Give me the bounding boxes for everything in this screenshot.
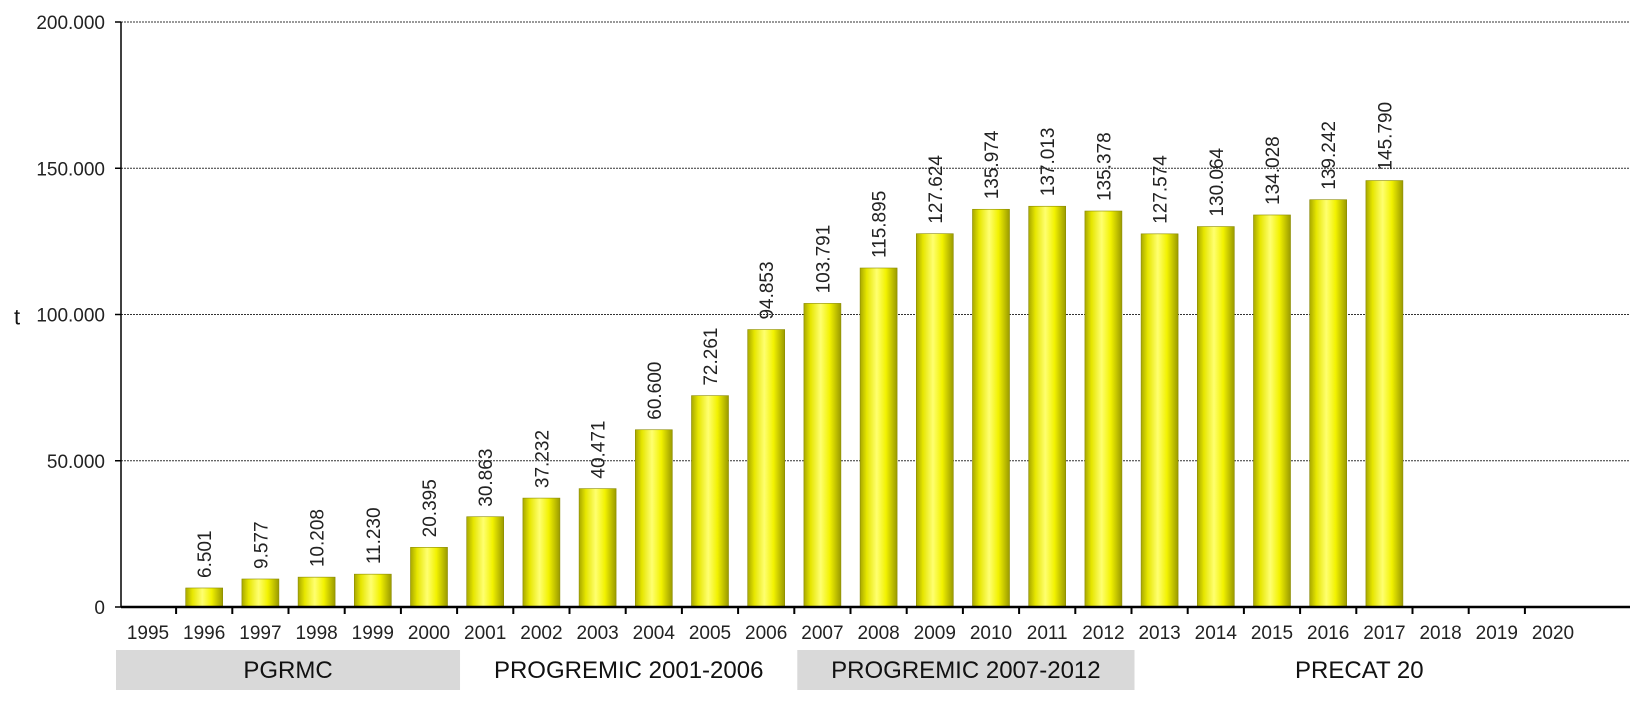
x-tick-label: 1996 xyxy=(183,623,225,644)
bar xyxy=(1365,180,1404,608)
y-tick-label: 150.000 xyxy=(36,159,105,180)
x-tick-label: 2016 xyxy=(1307,623,1349,644)
period-band xyxy=(797,650,1135,690)
x-tick-label: 2010 xyxy=(970,623,1012,644)
bar xyxy=(915,233,954,608)
data-label: 127.624 xyxy=(926,155,947,224)
data-label: 135.974 xyxy=(982,130,1003,199)
data-label: 40.471 xyxy=(589,420,610,478)
bar xyxy=(578,488,617,608)
data-label: 127.574 xyxy=(1151,155,1172,224)
x-tick-label: 2007 xyxy=(801,623,843,644)
bar xyxy=(410,547,448,608)
x-tick-label: 1997 xyxy=(239,623,281,644)
x-tick-label: 2011 xyxy=(1027,623,1068,644)
period-label: PROGREMIC 2001-2006 xyxy=(494,657,763,684)
data-label: 37.232 xyxy=(532,430,553,488)
x-tick-label: 2003 xyxy=(576,623,618,644)
bar xyxy=(859,267,898,608)
bar xyxy=(1140,233,1179,608)
axis-layer xyxy=(115,21,1630,614)
data-label: 10.208 xyxy=(308,509,329,567)
data-label: 137.013 xyxy=(1038,128,1059,197)
bar xyxy=(353,573,392,608)
y-tick-label: 0 xyxy=(94,598,105,619)
x-tick-label: 2008 xyxy=(857,623,899,644)
x-tick-label: 2018 xyxy=(1419,623,1461,644)
y-tick-label: 50.000 xyxy=(47,452,105,473)
x-tick-label: 2017 xyxy=(1363,623,1405,644)
period-label: PGRMC xyxy=(243,657,332,684)
data-label: 130.064 xyxy=(1207,147,1228,216)
data-label: 115.895 xyxy=(870,191,891,258)
x-tick-label: 1998 xyxy=(295,623,337,644)
data-label: 6.501 xyxy=(195,530,216,578)
x-tick-label: 2019 xyxy=(1476,623,1518,644)
x-tick-label: 2000 xyxy=(408,623,450,644)
x-tick-label: 2009 xyxy=(914,623,956,644)
bar xyxy=(185,587,223,608)
bar xyxy=(1084,210,1123,608)
data-label: 134.028 xyxy=(1263,136,1284,205)
bar xyxy=(1309,199,1347,608)
bar xyxy=(803,303,842,608)
period-label: PRECAT 20 xyxy=(1295,657,1424,684)
x-tick-label: 2012 xyxy=(1082,623,1124,644)
bar xyxy=(1253,214,1291,608)
data-label: 139.242 xyxy=(1319,121,1340,190)
data-label: 103.791 xyxy=(813,225,834,294)
y-tick-label: 100.000 xyxy=(36,306,105,327)
period-band xyxy=(460,650,798,690)
bar xyxy=(691,395,729,608)
x-tick-label: 2004 xyxy=(633,623,676,644)
period-band-layer: PGRMC PROGREMIC 2001-2006 PROGREMIC 2007-2… xyxy=(116,650,1585,690)
x-tick-label: 2005 xyxy=(689,623,731,644)
y-axis-title: t xyxy=(14,305,20,330)
period-band xyxy=(1134,650,1585,690)
data-label: 30.863 xyxy=(476,449,497,507)
bar xyxy=(1028,205,1066,608)
bar xyxy=(1197,226,1235,608)
data-label: 60.600 xyxy=(645,362,666,420)
bar xyxy=(466,516,505,608)
bar xyxy=(297,576,336,608)
data-label: 20.395 xyxy=(420,479,441,537)
x-tick-label: 2002 xyxy=(520,623,562,644)
x-tick-label: 2006 xyxy=(745,623,787,644)
bar xyxy=(522,497,561,608)
x-tick-label: 1999 xyxy=(352,623,394,644)
period-label: PROGREMIC 2007-2012 xyxy=(831,657,1100,684)
label-layer: 0 50.000 100.000 150.000 200.000 1995 1996 6.50… xyxy=(36,13,1574,644)
x-tick-label: 2013 xyxy=(1138,623,1180,644)
data-label: 72.261 xyxy=(701,328,722,386)
bar xyxy=(241,578,280,608)
bar xyxy=(747,329,786,608)
period-band xyxy=(116,650,461,690)
x-tick-label: 2015 xyxy=(1251,623,1293,644)
x-tick-label: 2001 xyxy=(464,623,506,644)
y-tick-label: 200.000 xyxy=(36,13,105,34)
x-tick-label: 2014 xyxy=(1195,623,1238,644)
bar xyxy=(634,429,673,608)
x-tick-label: 2020 xyxy=(1532,623,1574,644)
data-label: 9.577 xyxy=(251,521,272,569)
data-label: 135.378 xyxy=(1094,132,1115,201)
data-label: 11.230 xyxy=(364,507,385,564)
data-label: 94.853 xyxy=(757,261,778,319)
bar-layer xyxy=(185,180,1404,608)
data-label: 145.790 xyxy=(1375,102,1396,171)
x-tick-label: 1995 xyxy=(127,623,169,644)
bar xyxy=(972,208,1010,608)
